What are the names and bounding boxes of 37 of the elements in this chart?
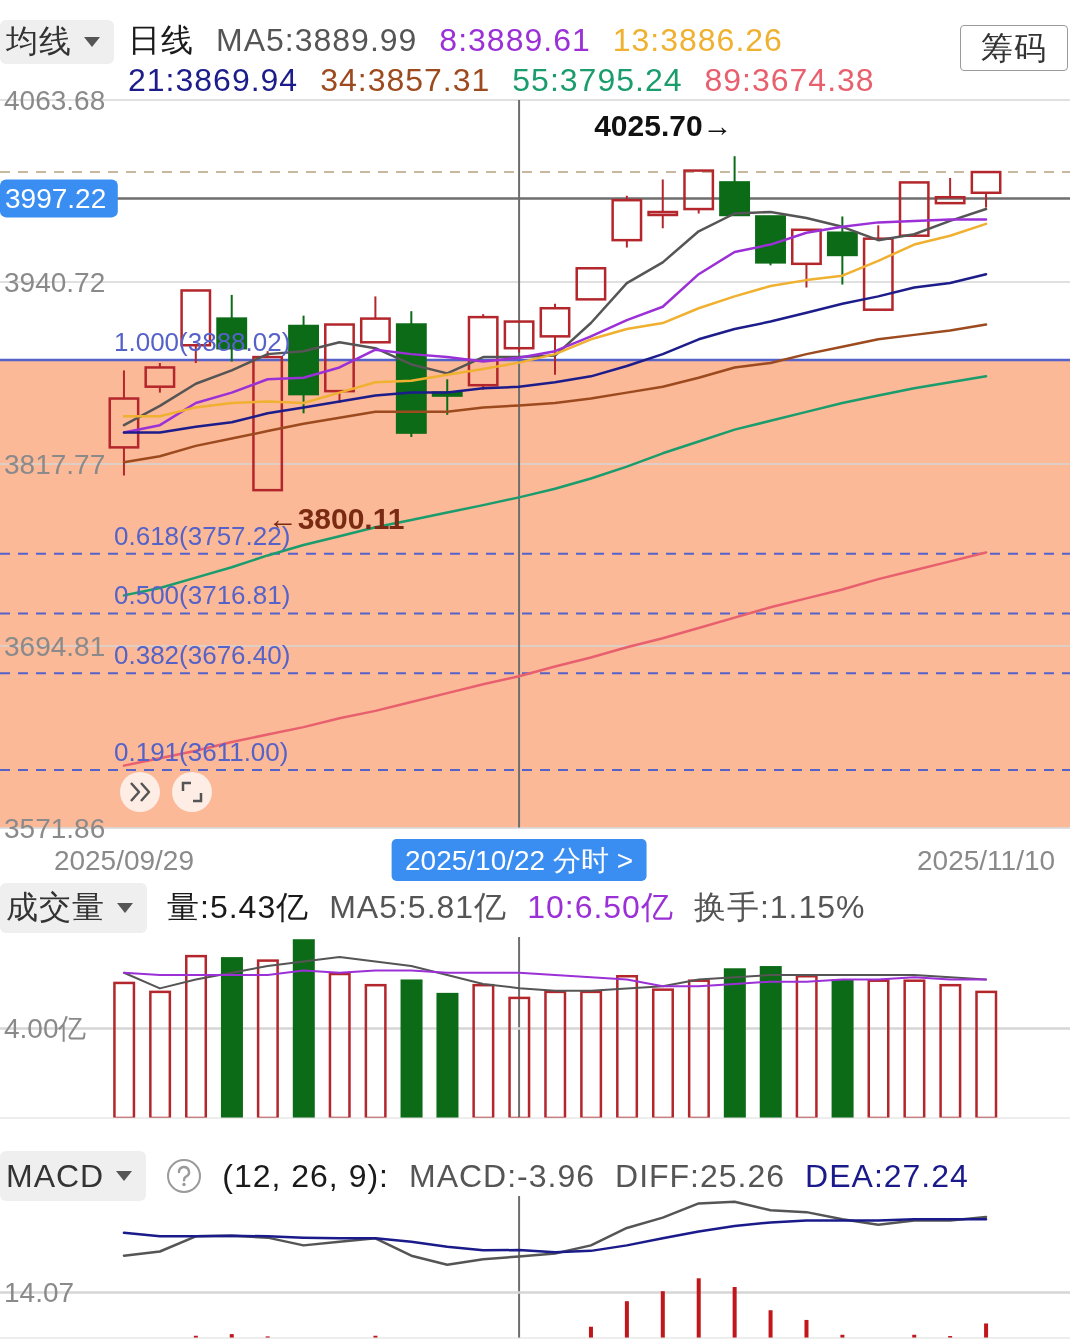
series-label: MA5:5.81亿 bbox=[329, 889, 508, 925]
dropdown-button: MACD bbox=[0, 1151, 147, 1201]
text: MA5:3889.99 bbox=[216, 22, 418, 58]
series-label: DEA:27.24 bbox=[805, 1157, 969, 1194]
ref-line-label: 0.382(3676.40) bbox=[114, 640, 291, 671]
chart-title: 均线 bbox=[6, 22, 72, 61]
x-tick-label: 2025/10/22 分时 > bbox=[405, 844, 634, 876]
button: 筹码 bbox=[960, 25, 1068, 71]
text: 换手:1.15% bbox=[693, 889, 866, 925]
ref-line-label: 3997.22 bbox=[5, 182, 107, 214]
x-tick-label: 2025/09/29 bbox=[53, 844, 195, 876]
chart-title: MACD bbox=[6, 1157, 105, 1195]
text: 13:3886.26 bbox=[612, 22, 783, 58]
y-tick-label: 4.00亿 bbox=[4, 1013, 87, 1045]
y-tick-label: 14.07 bbox=[4, 1277, 75, 1309]
y-tick-label: 3817.77 bbox=[4, 448, 106, 480]
text: 55:3795.24 bbox=[512, 62, 683, 98]
text: MACD:-3.96 bbox=[408, 1157, 596, 1194]
ref-line-label: 0.191(3611.00) bbox=[114, 737, 289, 768]
series-label: 10:6.50亿 bbox=[527, 889, 674, 925]
series-label: DIFF:25.26 bbox=[615, 1157, 786, 1194]
x-tick-label: 2025/11/10 bbox=[917, 844, 1056, 876]
y-tick-label: 4063.68 bbox=[4, 84, 106, 116]
text: 89:3674.38 bbox=[704, 62, 875, 98]
y-tick-label: 3694.81 bbox=[4, 630, 106, 662]
ref-line-label: 0.500(3716.81) bbox=[114, 580, 291, 611]
annotation: 4025.70→ bbox=[594, 108, 733, 142]
chart-title: 成交量 bbox=[6, 888, 105, 927]
text: 34:3857.31 bbox=[320, 62, 491, 98]
y-tick-label: 3940.72 bbox=[4, 266, 106, 298]
dropdown-button: 成交量 bbox=[0, 883, 147, 933]
text: 日线 bbox=[128, 22, 194, 58]
dropdown-button: 均线 bbox=[0, 20, 114, 64]
text: (12, 26, 9): bbox=[222, 1157, 389, 1194]
text: 8:3889.61 bbox=[439, 22, 591, 58]
text: 量:5.43亿 bbox=[167, 889, 310, 925]
text: 21:3869.94 bbox=[128, 62, 299, 98]
